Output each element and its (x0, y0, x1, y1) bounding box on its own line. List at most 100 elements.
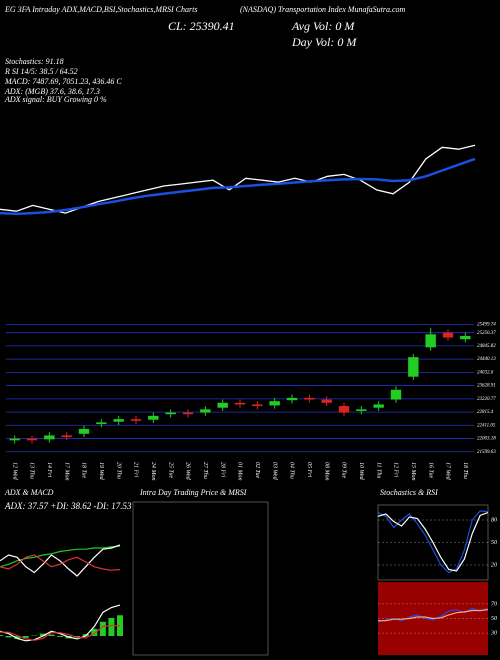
y-tick-label: 22003.18 (477, 437, 496, 442)
x-tick-label: 01 Mon (237, 462, 243, 481)
candle-body (26, 438, 38, 441)
y-tick-label: 23628.91 (477, 384, 496, 389)
candle-body (408, 357, 419, 377)
candle-body (148, 415, 159, 420)
candle-body (269, 401, 280, 406)
x-tick-label: 11 Thu (375, 462, 381, 478)
series-line (0, 554, 121, 571)
candle-body (217, 402, 228, 408)
histogram-bar (82, 634, 89, 636)
series-line (0, 624, 121, 641)
annotation: R SI 14/5: 38.5 / 64.52 (4, 67, 78, 76)
histogram-bar (57, 636, 63, 637)
x-tick-label: 18 Thu (462, 462, 468, 479)
y-tick-label: 25250.37 (477, 331, 496, 336)
series-line (0, 604, 121, 642)
candle-body (460, 335, 471, 340)
y-tick-label: 50 (491, 616, 497, 622)
x-tick-label: 04 Thu (289, 462, 296, 479)
y-tick-label: 21599.63 (477, 450, 496, 455)
candle-body (130, 419, 142, 421)
candle-body (286, 397, 298, 401)
candle-body (78, 428, 90, 434)
y-tick-label: 22411.05 (477, 423, 496, 428)
panel-title: ADX & MACD (4, 488, 54, 497)
candle-body (425, 334, 436, 348)
x-tick-label: 17 Mon (63, 462, 69, 481)
x-tick-label: 09 Tue (341, 462, 347, 479)
series-line (377, 510, 489, 574)
candle-body (9, 438, 20, 441)
histogram-bar (74, 636, 81, 638)
candle-body (165, 412, 176, 415)
y-tick-label: 24440.13 (477, 357, 496, 362)
y-tick-label: 22815.4 (477, 410, 494, 415)
candle-body (44, 435, 55, 440)
candle-body (252, 404, 263, 407)
panel-title: Stochastics & RSI (380, 488, 438, 497)
annotation: CL: 25390.41 (168, 19, 235, 33)
panel-subtitle: ADX: 37.57 +DI: 38.62 -DI: 17.53 (4, 501, 132, 511)
y-tick-label: 20 (491, 562, 497, 568)
annotation: ADX: (MGB) 37.6, 38.6, 17.3 (4, 87, 100, 96)
histogram-bar (0, 635, 3, 636)
panel-title: Intra Day Trading Price & MRSI (139, 488, 247, 497)
x-tick-label: 25 Tue (167, 462, 173, 479)
y-tick-label: 24845.82 (477, 344, 496, 349)
candle-body (96, 422, 107, 425)
y-tick-label: 50 (491, 540, 497, 546)
x-tick-label: 27 Thu (202, 462, 208, 479)
y-tick-label: 80 (491, 517, 497, 523)
candle-body (442, 332, 454, 338)
histogram-bar (99, 621, 106, 636)
candle-body (182, 412, 194, 415)
histogram-bar (14, 636, 21, 639)
candle-body (321, 399, 332, 403)
x-tick-label: 15 Mon (410, 462, 416, 481)
x-tick-label: 17 Wed (445, 462, 451, 481)
histogram-bar (39, 633, 46, 636)
x-tick-label: 18 Tue (81, 462, 87, 479)
annotation: Day Vol: 0 M (291, 35, 357, 49)
annotation: ADX signal: BUY Growing 0 % (4, 95, 107, 104)
annotation: MACD: 7487.69, 7051.23, 436.46 C (4, 77, 122, 86)
annotation: Stochastics: 91.18 (5, 57, 64, 66)
histogram-bar (91, 628, 98, 636)
x-tick-label: 12 Fri (393, 462, 399, 478)
x-tick-label: 13 Thu (29, 462, 35, 479)
series-line (378, 609, 489, 622)
x-tick-label: 12 Wed (11, 462, 17, 481)
histogram-bar (22, 636, 29, 638)
x-tick-label: 26 Wed (185, 462, 191, 481)
y-tick-label: 23220.77 (477, 397, 496, 402)
intraday-frame (132, 501, 269, 656)
histogram-bar (5, 636, 12, 638)
x-tick-label: 05 Fri (306, 462, 312, 478)
x-tick-label: 10 Wed (358, 462, 364, 481)
x-tick-label: 02 Tue (254, 462, 260, 479)
x-tick-label: 20 Thu (115, 462, 121, 479)
candle-body (200, 409, 211, 413)
series-line (0, 544, 121, 577)
x-tick-label: 24 Mon (150, 462, 157, 481)
candle-body (304, 397, 315, 400)
y-tick-label: 30 (490, 630, 497, 636)
x-tick-label: 03 Wed (271, 462, 277, 481)
annotation: EG 3FA Intraday ADX,MACD,BSI,Stochastics… (4, 5, 197, 14)
histogram-bar (108, 617, 115, 636)
candle-body (356, 409, 367, 411)
annotation: Avg Vol: 0 M (291, 19, 355, 33)
candle-body (373, 404, 384, 408)
x-tick-label: 14 Fri (46, 462, 53, 478)
x-tick-label: 21 Fri (133, 462, 139, 478)
candle-body (390, 389, 402, 400)
histogram-bar (48, 634, 55, 636)
series-line (0, 157, 476, 216)
x-tick-label: 28 Fri (219, 462, 225, 478)
y-tick-label: 25499.74 (477, 323, 496, 328)
candle-body (338, 406, 350, 413)
candle-body (113, 419, 124, 422)
x-tick-label: 19 Wed (98, 462, 104, 481)
